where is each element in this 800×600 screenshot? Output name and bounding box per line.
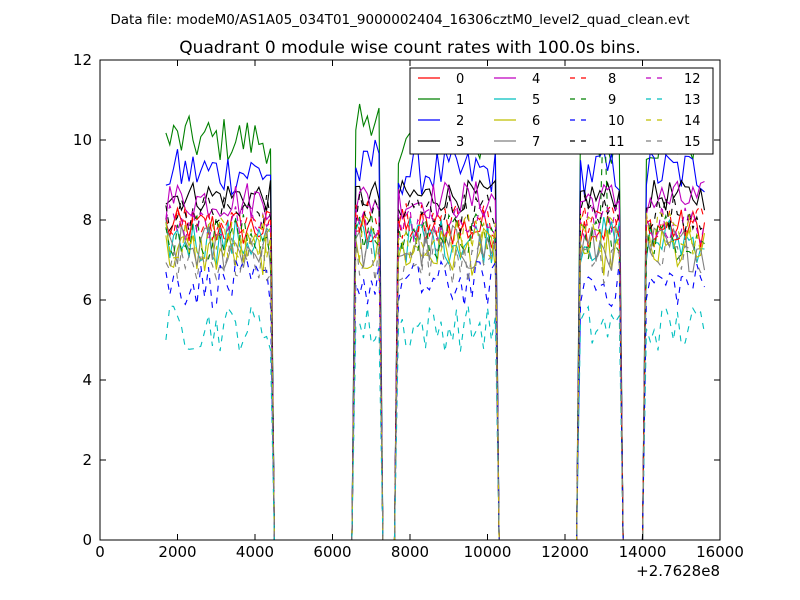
x-tick-label: 8000 bbox=[391, 543, 429, 561]
legend-label-4: 4 bbox=[532, 72, 540, 87]
series-line-13 bbox=[165, 305, 706, 541]
x-tick-label: 14000 bbox=[619, 543, 667, 561]
series-line-15 bbox=[165, 235, 705, 541]
series-line-7 bbox=[165, 224, 706, 541]
legend-label-1: 1 bbox=[456, 93, 464, 108]
x-tick-label: 12000 bbox=[541, 543, 589, 561]
legend-label-14: 14 bbox=[684, 114, 701, 129]
legend-label-3: 3 bbox=[456, 135, 464, 150]
axes: 0 2000 4000 6000 8000 10000 12000 14000 16000 0 2 4… bbox=[73, 51, 744, 580]
plot-area bbox=[165, 99, 706, 541]
series-line-11 bbox=[165, 193, 705, 541]
legend-label-15: 15 bbox=[684, 135, 701, 150]
x-tick-label: 6000 bbox=[313, 543, 351, 561]
y-tick-label: 10 bbox=[73, 131, 92, 149]
legend-label-10: 10 bbox=[608, 114, 625, 129]
series-line-14 bbox=[165, 211, 706, 541]
x-tick-label: 0 bbox=[95, 543, 105, 561]
legend-label-0: 0 bbox=[456, 72, 464, 87]
x-tick-label: 4000 bbox=[236, 543, 274, 561]
series-line-12 bbox=[165, 203, 706, 541]
x-offset-label: +2.7628e8 bbox=[636, 562, 720, 580]
x-tick-label: 2000 bbox=[158, 543, 196, 561]
y-tick-label: 8 bbox=[82, 211, 92, 229]
legend-label-6: 6 bbox=[532, 114, 540, 129]
y-tick-label: 0 bbox=[82, 531, 92, 549]
legend-label-2: 2 bbox=[456, 114, 464, 129]
legend-label-9: 9 bbox=[608, 93, 616, 108]
chart-title: Quadrant 0 module wise count rates with … bbox=[179, 38, 640, 58]
legend-label-5: 5 bbox=[532, 93, 540, 108]
y-tick-label: 4 bbox=[82, 371, 92, 389]
legend-box bbox=[409, 67, 714, 155]
series-line-9 bbox=[165, 99, 705, 541]
legend-label-13: 13 bbox=[684, 93, 701, 108]
y-tick-label: 12 bbox=[73, 51, 92, 69]
x-tick-label: 10000 bbox=[464, 543, 512, 561]
y-tick-label: 6 bbox=[82, 291, 92, 309]
legend-label-8: 8 bbox=[608, 72, 616, 87]
legend-label-7: 7 bbox=[532, 135, 540, 150]
series-line-5 bbox=[165, 216, 705, 541]
series-line-6 bbox=[165, 226, 706, 541]
legend-label-11: 11 bbox=[608, 135, 625, 150]
legend-label-12: 12 bbox=[684, 72, 701, 87]
series-line-4 bbox=[165, 180, 705, 541]
series-line-2 bbox=[165, 139, 705, 541]
y-tick-label: 2 bbox=[82, 451, 92, 469]
data-file-suptitle: Data file: modeM0/AS1A05_034T01_90000024… bbox=[110, 12, 689, 28]
series-line-0 bbox=[165, 206, 706, 541]
series-line-10 bbox=[165, 260, 706, 541]
x-tick-label: 16000 bbox=[696, 543, 744, 561]
